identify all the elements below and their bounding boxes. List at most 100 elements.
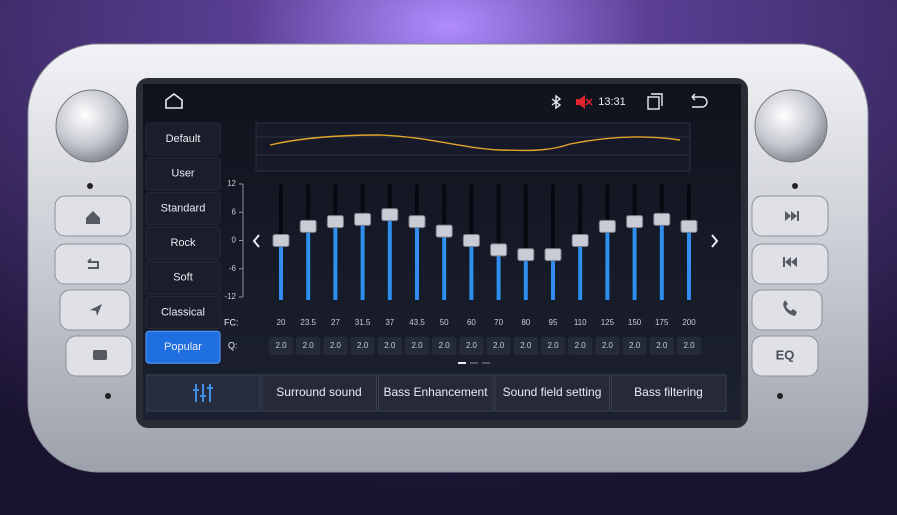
slider-knob[interactable]	[653, 212, 671, 226]
slider-knob[interactable]	[517, 248, 535, 262]
q-label: Q:	[228, 340, 238, 350]
q-box[interactable]	[323, 337, 348, 355]
q-value: 2.0	[466, 341, 478, 350]
home-icon[interactable]	[165, 93, 183, 109]
q-box[interactable]	[459, 337, 484, 355]
preset-item[interactable]	[145, 226, 221, 260]
fc-value: 95	[549, 318, 558, 327]
slider-knob[interactable]	[381, 208, 399, 222]
q-box[interactable]	[296, 337, 321, 355]
home-icon	[86, 211, 100, 224]
preset-label: Popular	[164, 341, 202, 353]
fc-value: 70	[494, 318, 503, 327]
eq-button[interactable]	[751, 335, 819, 377]
slider-knob[interactable]	[571, 234, 589, 247]
y-tick-label: 0	[232, 236, 237, 245]
slider-fill	[360, 219, 365, 300]
tab[interactable]	[261, 374, 377, 412]
slider-knob[interactable]	[435, 224, 453, 238]
windows-icon[interactable]	[647, 96, 660, 110]
slider-knob[interactable]	[462, 234, 480, 247]
y-tick-label: -6	[229, 264, 237, 273]
preset-item[interactable]	[145, 330, 221, 364]
q-box[interactable]	[486, 337, 511, 355]
slider-knob[interactable]	[354, 212, 372, 226]
q-box[interactable]	[541, 337, 565, 355]
nav-icon	[90, 304, 102, 316]
slider-fill	[551, 254, 555, 300]
slider-fill	[523, 254, 528, 300]
preset-item[interactable]	[145, 296, 221, 329]
tab[interactable]	[494, 374, 610, 412]
slider-fill	[632, 221, 637, 300]
preset-item[interactable]	[145, 122, 221, 156]
next-icon	[785, 211, 799, 221]
back-button[interactable]	[54, 243, 132, 285]
slider-knob[interactable]	[544, 248, 562, 262]
slider-fill	[469, 240, 474, 300]
q-value: 2.0	[575, 341, 587, 350]
q-box[interactable]	[377, 337, 402, 355]
q-box[interactable]	[649, 337, 674, 355]
q-box[interactable]	[350, 337, 375, 355]
eq-curve	[269, 134, 681, 152]
q-box[interactable]	[405, 337, 429, 355]
q-box[interactable]	[677, 337, 701, 355]
q-box[interactable]	[513, 337, 538, 355]
slider-fill	[496, 249, 501, 300]
prev-page-arrow[interactable]	[252, 234, 260, 248]
tab[interactable]	[378, 374, 494, 412]
q-value: 2.0	[656, 341, 668, 350]
preset-item[interactable]	[145, 191, 221, 225]
fc-value: 80	[521, 318, 530, 327]
tab-label: Sound field setting	[503, 385, 602, 399]
q-value: 2.0	[629, 341, 641, 350]
y-tick-label: 6	[232, 207, 237, 216]
q-box[interactable]	[269, 337, 293, 355]
fc-value: 125	[601, 318, 615, 327]
preset-item[interactable]	[145, 261, 221, 295]
reset	[777, 393, 783, 399]
led	[792, 183, 798, 189]
tab[interactable]	[611, 374, 727, 412]
volume-knob[interactable]	[55, 89, 129, 163]
slider-knob[interactable]	[408, 215, 426, 229]
slider-knob[interactable]	[680, 219, 698, 233]
fc-value: 175	[655, 318, 669, 327]
preset-label: User	[171, 168, 195, 180]
q-value: 2.0	[384, 341, 396, 350]
tune-knob[interactable]	[754, 89, 828, 163]
slider-knob[interactable]	[490, 243, 508, 257]
slider-knob[interactable]	[299, 219, 317, 233]
fc-value: 200	[682, 318, 696, 327]
eq-label: EQ	[776, 347, 795, 362]
q-box[interactable]	[432, 337, 457, 355]
back-icon[interactable]	[691, 93, 708, 108]
mic	[105, 393, 111, 399]
slider-knob[interactable]	[598, 219, 616, 233]
q-value: 2.0	[493, 341, 505, 350]
q-value: 2.0	[520, 341, 532, 350]
eq-tab-icon	[193, 384, 213, 402]
call-icon	[783, 300, 797, 316]
slider-fill	[306, 226, 311, 300]
slider-knob[interactable]	[272, 234, 290, 247]
preset-item[interactable]	[145, 157, 221, 191]
fc-value: 31.5	[355, 318, 371, 327]
led	[87, 183, 93, 189]
windows-icon-back	[651, 93, 663, 106]
preset-label: Soft	[173, 272, 193, 284]
fc-value: 27	[331, 318, 340, 327]
fc-value: 43.5	[409, 318, 425, 327]
next-page-arrow[interactable]	[711, 234, 719, 248]
q-box[interactable]	[595, 337, 620, 355]
q-value: 2.0	[602, 341, 614, 350]
slider-knob[interactable]	[326, 215, 344, 229]
tab-label: Surround sound	[276, 385, 361, 399]
clock: 13:31	[598, 96, 626, 108]
q-box[interactable]	[622, 337, 647, 355]
slider-fill	[415, 221, 419, 300]
q-box[interactable]	[568, 337, 593, 355]
slider-knob[interactable]	[626, 215, 644, 229]
